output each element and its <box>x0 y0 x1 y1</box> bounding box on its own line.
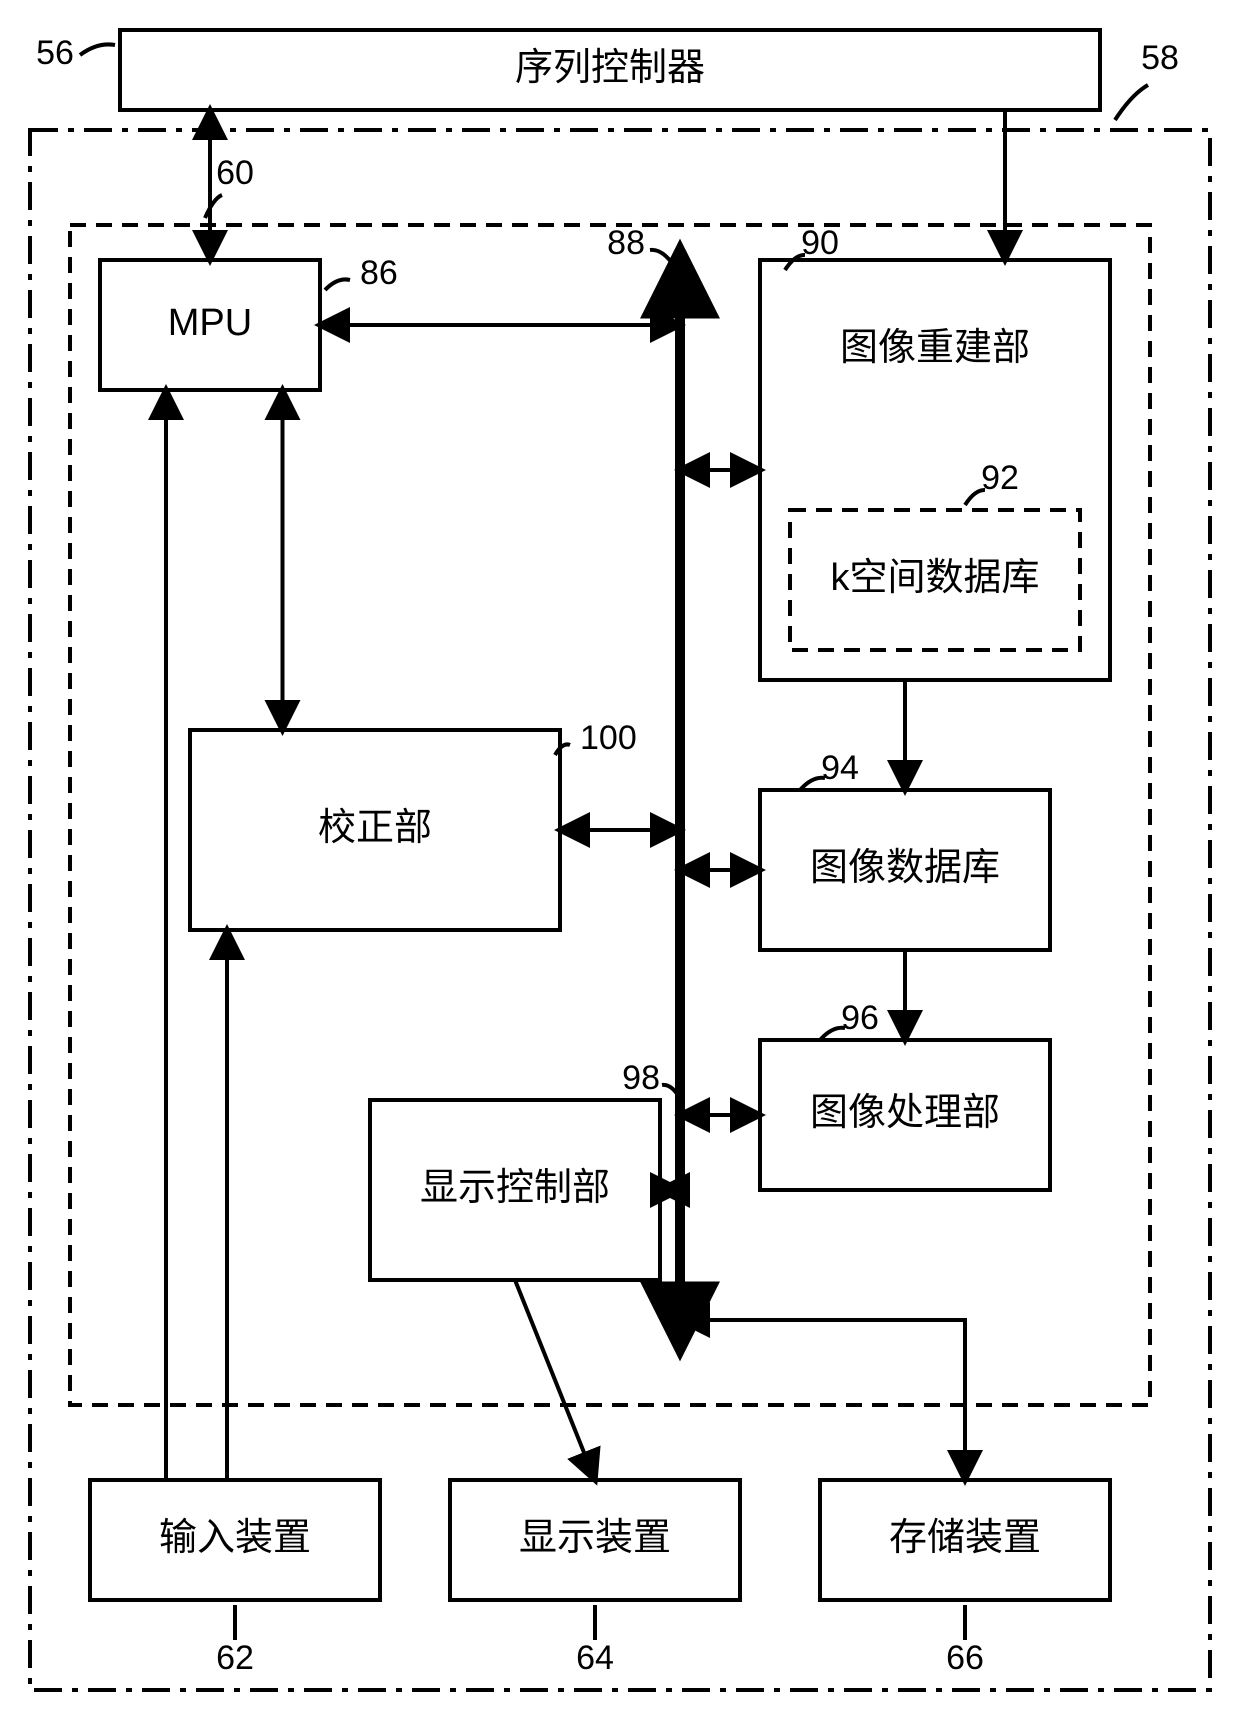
leader-86 <box>325 279 350 290</box>
input_dev-label: 输入装置 <box>159 1517 311 1559</box>
ref-94: 94 <box>821 749 859 787</box>
img_db-label: 图像数据库 <box>810 847 1000 889</box>
img_recon-box <box>760 260 1110 680</box>
leader-88 <box>650 250 672 263</box>
ref-56: 56 <box>36 34 74 72</box>
ref-90: 90 <box>801 224 839 262</box>
ref-92: 92 <box>981 459 1019 497</box>
ref-88: 88 <box>607 224 645 262</box>
ref-60: 60 <box>216 154 254 192</box>
disp_dev-label: 显示装置 <box>519 1517 671 1559</box>
connector <box>515 1280 595 1480</box>
block-diagram-svg: 序列控制器 MPU 图像重建部 k空间数据库校正部图像数据库图像处理部显示控制部输入装… <box>0 0 1240 1713</box>
connector <box>680 1320 965 1480</box>
ref-58: 58 <box>1141 39 1179 77</box>
ref-98: 98 <box>622 1059 660 1097</box>
leader-58 <box>1115 85 1148 120</box>
ref-62: 62 <box>216 1639 254 1677</box>
ref-96: 96 <box>841 999 879 1037</box>
kspace-label: k空间数据库 <box>830 557 1039 599</box>
ref-86: 86 <box>360 254 398 292</box>
seq_ctrl-label: 序列控制器 <box>515 47 705 89</box>
disp_ctrl-label: 显示控制部 <box>420 1167 610 1209</box>
mpu-label: MPU <box>168 302 252 344</box>
corr-label: 校正部 <box>318 807 432 849</box>
ref-100: 100 <box>580 719 637 757</box>
ref-64: 64 <box>576 1639 614 1677</box>
leader-56 <box>80 44 115 55</box>
ref-66: 66 <box>946 1639 984 1677</box>
store_dev-label: 存储装置 <box>889 1517 1041 1559</box>
img_proc-label: 图像处理部 <box>810 1092 1000 1134</box>
leader-60 <box>205 195 222 218</box>
img_recon-label: 图像重建部 <box>840 327 1030 369</box>
